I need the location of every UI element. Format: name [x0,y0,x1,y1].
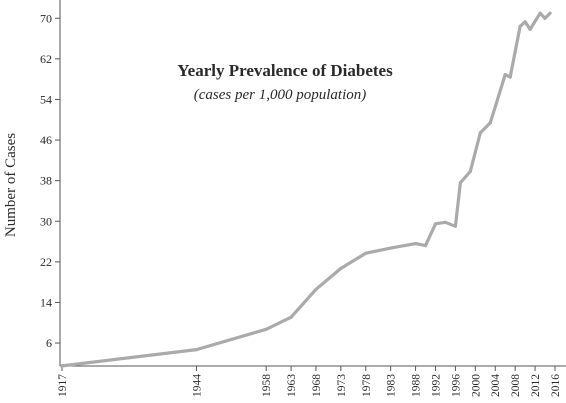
data-point [289,315,293,319]
x-tick-label: 2012 [530,374,542,397]
y-tick-label: 46 [40,133,52,147]
data-point [548,11,552,15]
y-tick-label: 62 [40,52,52,66]
data-point [528,27,532,31]
data-point [468,169,472,174]
data-point [518,24,522,28]
x-tick-label: 1978 [361,374,373,397]
series-layer [60,11,552,368]
x-tick-label: 1988 [411,374,423,397]
data-point [433,222,438,226]
x-tick-label: 1963 [286,374,298,397]
x-tick-label: 1968 [311,374,323,397]
data-point [443,220,447,224]
x-axis: 1917 1944 1958 1963 1968 1973 1978 1983 1988 1992… [57,365,566,397]
data-point [488,121,492,125]
data-point [264,327,268,331]
x-tick-label: 2008 [510,374,522,397]
x-ticks: 1917 1944 1958 1963 1968 1973 1978 1983 1988 1992… [57,366,562,397]
x-tick-label: 1992 [430,374,442,397]
data-point [364,251,368,255]
y-tick-label: 30 [40,214,52,228]
data-point [508,75,512,79]
chart-title: Yearly Prevalence of Diabetes [177,61,393,80]
x-tick-label: 2016 [550,374,562,397]
data-point [543,16,547,20]
data-point [314,287,318,291]
data-point [453,224,457,228]
data-point [503,73,507,77]
y-axis-label: Number of Cases [3,133,19,237]
y-tick-label: 22 [40,255,52,269]
y-tick-label: 6 [46,336,52,350]
data-point [194,348,199,352]
y-tick-label: 70 [40,11,52,25]
data-point [339,266,343,270]
y-tick-label: 14 [40,295,52,309]
x-tick-label: 1917 [57,374,69,397]
y-tick-label: 54 [40,92,52,106]
data-point [458,181,462,185]
y-tick-label: 38 [40,174,52,188]
x-tick-label: 1996 [450,374,462,397]
data-point [478,131,482,135]
y-ticks: 6 14 22 30 38 46 54 62 70 [40,11,60,350]
data-point [60,364,64,368]
x-tick-label: 2004 [490,374,502,397]
x-tick-label: 1944 [191,374,203,397]
chart-subtitle: (cases per 1,000 population) [194,87,366,103]
data-point [414,242,418,246]
data-point [538,11,542,15]
y-axis: 6 14 22 30 38 46 54 62 70 [40,0,61,366]
data-point [523,20,527,24]
x-tick-label: 1973 [336,374,348,397]
data-point [423,244,428,248]
data-point [389,246,393,250]
x-tick-label: 2000 [470,374,482,397]
x-tick-label: 1958 [261,374,273,397]
x-tick-label: 1983 [386,374,398,397]
